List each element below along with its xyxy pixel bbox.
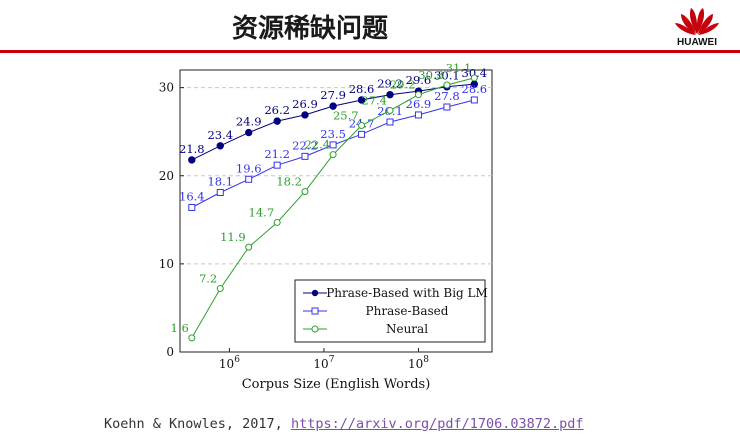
data-point xyxy=(273,218,281,226)
data-label: 25.7 xyxy=(333,109,359,123)
data-point xyxy=(443,81,451,89)
data-point xyxy=(329,151,337,159)
data-point xyxy=(273,161,281,169)
data-label: 22.4 xyxy=(304,138,330,152)
data-label: 18.1 xyxy=(207,174,233,188)
huawei-petal-icon xyxy=(675,8,719,35)
data-label: 26.9 xyxy=(406,97,432,111)
y-axis: 0 10 20 30 xyxy=(159,81,184,359)
data-point xyxy=(216,188,224,196)
series-neural: 1.67.211.914.718.222.425.727.429.230.331… xyxy=(171,62,478,342)
plot-frame xyxy=(179,69,493,353)
data-point xyxy=(329,141,337,149)
data-point xyxy=(386,90,394,99)
series-group: 21.823.424.926.2 26.927.9 28.6 29.2 29.6 30.1… xyxy=(171,62,488,342)
data-point xyxy=(245,243,253,251)
data-label: 27.8 xyxy=(434,89,460,103)
data-label: 21.8 xyxy=(179,142,205,156)
data-label: 30.4 xyxy=(462,66,488,80)
data-label: 23.4 xyxy=(207,128,233,142)
data-label: 27.4 xyxy=(361,94,387,108)
data-label: 19.6 xyxy=(236,161,262,175)
data-label: 14.7 xyxy=(249,205,275,219)
data-label: 7.2 xyxy=(199,272,217,286)
citation-link[interactable]: https://arxiv.org/pdf/1706.03872.pdf xyxy=(290,416,584,432)
page-title: 资源稀缺问题 xyxy=(231,14,388,44)
data-point xyxy=(470,74,478,82)
data-point xyxy=(414,111,422,119)
legend: Phrase-Based with Big LM Phrase-Based Neur… xyxy=(294,279,488,343)
data-label: 28.6 xyxy=(462,82,488,96)
y-tick-label: 30 xyxy=(159,81,174,95)
data-label: 23.5 xyxy=(320,127,346,141)
legend-label: Phrase-Based with Big LM xyxy=(326,286,488,300)
legend-marker xyxy=(311,307,319,315)
data-label: 29.6 xyxy=(406,73,432,87)
x-axis-label: Corpus Size (English Words) xyxy=(242,377,431,392)
y-tick-label: 0 xyxy=(166,345,174,359)
y-tick-label: 20 xyxy=(159,169,174,183)
data-label: 28.6 xyxy=(349,82,375,96)
data-point xyxy=(443,103,451,111)
data-point xyxy=(273,117,281,125)
legend-label: Phrase-Based xyxy=(366,304,449,318)
data-point xyxy=(357,96,366,104)
legend-label: Neural xyxy=(386,322,428,336)
data-label: 30.3 xyxy=(418,68,444,82)
data-point xyxy=(301,111,309,119)
data-label: 16.4 xyxy=(179,189,205,203)
legend-marker xyxy=(311,325,319,333)
x-tick-label: 108 xyxy=(408,355,429,371)
title-divider xyxy=(0,50,740,53)
data-label: 18.2 xyxy=(276,175,302,189)
citation-text: Koehn & Knowles, 2017, xyxy=(104,416,283,432)
data-label: 29.2 xyxy=(377,77,403,91)
data-label: 24.9 xyxy=(236,115,262,129)
data-label: 29.2 xyxy=(390,78,416,92)
data-label: 21.2 xyxy=(264,147,290,161)
data-point xyxy=(188,203,196,211)
data-point xyxy=(301,188,309,196)
data-point xyxy=(245,128,253,137)
data-point xyxy=(188,334,196,342)
data-label: 26.2 xyxy=(264,103,290,117)
x-axis: 106 107 108 xyxy=(219,348,429,371)
logo-wordmark: HUAWEI xyxy=(677,37,717,48)
data-point xyxy=(386,118,394,126)
data-point xyxy=(216,285,224,293)
data-point xyxy=(329,102,337,110)
data-point xyxy=(470,96,478,104)
data-point xyxy=(386,107,394,115)
y-tick-label: 10 xyxy=(159,257,174,271)
data-label: 11.9 xyxy=(220,230,246,244)
data-point xyxy=(188,156,196,164)
data-label: 30.1 xyxy=(434,69,460,83)
data-point xyxy=(216,142,224,150)
data-label: 1.6 xyxy=(171,321,189,335)
data-label: 31.1 xyxy=(446,62,472,75)
data-point xyxy=(358,130,366,138)
x-tick-label: 107 xyxy=(313,355,334,371)
citation: Koehn & Knowles, 2017, https://arxiv.org… xyxy=(104,416,584,432)
data-point xyxy=(414,91,422,99)
legend-marker xyxy=(311,289,319,297)
huawei-logo: HUAWEI xyxy=(662,4,732,48)
data-label: 27.9 xyxy=(320,88,346,102)
data-point xyxy=(358,122,366,130)
data-point xyxy=(245,175,253,183)
data-point xyxy=(301,152,309,160)
series-phrase-based-with-big-lm: 21.823.424.926.2 26.927.9 28.6 29.2 29.6 30.1… xyxy=(179,66,488,164)
data-label: 22.2 xyxy=(292,138,318,152)
data-label: 26.9 xyxy=(292,97,318,111)
x-tick-label: 106 xyxy=(219,355,240,371)
